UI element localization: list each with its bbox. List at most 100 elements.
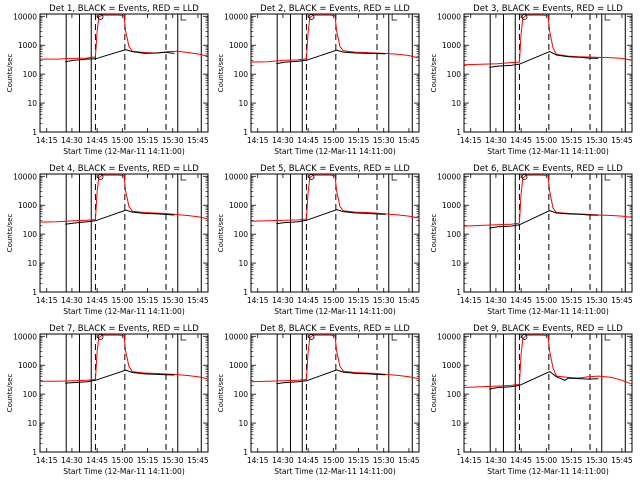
top-bracket-mark [180,174,187,181]
y-tick-label: 10000 [13,12,37,21]
chart-title: Det 7, BLACK = Events, RED = LLD [49,324,199,334]
x-tick-label: 15:45 [611,136,633,145]
events-series-line [65,49,175,63]
events-series-line [489,371,599,390]
x-tick-label: 14:30 [272,296,294,305]
x-tick-label: 15:45 [187,136,209,145]
x-tick-label: 14:30 [485,136,507,145]
x-tick-label: 15:45 [611,296,633,305]
plot-frame [250,13,420,133]
events-series-line [489,210,599,229]
x-tick-label: 14:45 [297,136,319,145]
y-tick-label: 1 [456,128,461,137]
y-tick-label: 1000 [229,41,248,50]
plot-frame [39,173,209,293]
peak-marker [308,334,315,340]
x-tick-label: 15:15 [561,296,583,305]
y-tick-label: 1000 [442,201,461,210]
lld-series-line [40,14,209,60]
y-tick-label: 1000 [18,41,37,50]
y-tick-label: 10 [451,419,461,428]
x-axis-label: Start Time (12-Mar-11 14:11:00) [487,307,609,316]
x-tick-label: 14:15 [247,136,269,145]
y-tick-label: 1 [32,448,37,457]
x-tick-label: 14:45 [86,456,108,465]
x-tick-label: 15:00 [536,296,558,305]
y-axis-label: Counts/sec [6,214,14,253]
top-bracket-mark [391,334,398,341]
y-tick-label: 10 [451,99,461,108]
x-axis-label: Start Time (12-Mar-11 14:11:00) [63,147,185,156]
x-tick-label: 14:30 [485,296,507,305]
y-tick-label: 1000 [18,361,37,370]
x-tick-label: 15:30 [162,136,184,145]
x-tick-label: 14:30 [61,136,83,145]
peak-marker [521,14,528,20]
x-tick-label: 15:30 [586,456,608,465]
events-series-line [276,209,386,225]
top-bracket-mark [180,334,187,341]
y-tick-label: 1000 [18,201,37,210]
x-tick-label: 15:30 [373,136,395,145]
plot-frame [39,333,209,453]
y-tick-label: 10 [27,99,37,108]
x-tick-label: 15:30 [586,136,608,145]
events-series-line [276,49,386,65]
y-tick-label: 10 [238,99,248,108]
peak-marker [97,334,104,340]
chart-title: Det 2, BLACK = Events, RED = LLD [260,4,410,14]
events-series-line [65,369,175,384]
lld-series-line [39,174,209,223]
x-tick-label: 15:30 [373,456,395,465]
y-tick-label: 100 [23,70,38,79]
x-axis-label: Start Time (12-Mar-11 14:11:00) [274,147,396,156]
x-tick-label: 15:00 [323,456,345,465]
chart-title: Det 5, BLACK = Events, RED = LLD [260,164,410,174]
lld-series-line [463,334,633,388]
plot-frame [463,13,633,133]
x-axis-label: Start Time (12-Mar-11 14:11:00) [487,467,609,476]
x-tick-label: 15:30 [162,456,184,465]
y-tick-label: 10 [238,419,248,428]
x-tick-label: 15:45 [398,456,420,465]
x-tick-label: 14:15 [460,456,482,465]
x-tick-label: 15:45 [398,296,420,305]
peak-marker [97,14,104,20]
y-tick-label: 1000 [442,41,461,50]
y-tick-label: 10 [27,259,37,268]
x-tick-label: 15:00 [112,136,134,145]
peak-marker [521,334,528,340]
top-bracket-mark [604,334,611,341]
y-tick-label: 10000 [224,172,248,181]
x-axis-label: Start Time (12-Mar-11 14:11:00) [274,307,396,316]
x-axis-label: Start Time (12-Mar-11 14:11:00) [274,467,396,476]
events-series-line [65,209,175,225]
x-tick-label: 14:15 [36,456,58,465]
y-tick-label: 1000 [229,361,248,370]
y-tick-label: 1000 [442,361,461,370]
x-tick-label: 15:15 [137,136,159,145]
y-axis-label: Counts/sec [217,54,225,93]
y-tick-label: 100 [23,230,38,239]
x-tick-label: 14:30 [485,456,507,465]
x-tick-label: 15:15 [348,296,370,305]
y-tick-label: 1000 [229,201,248,210]
chart-panel-7: Det 7, BLACK = Events, RED = LLD 14:15 14:… [6,324,209,476]
y-tick-label: 10000 [224,12,248,21]
x-tick-label: 15:45 [187,456,209,465]
events-series-line [489,51,599,68]
x-tick-label: 15:45 [398,136,420,145]
lld-series-line [250,174,420,222]
y-tick-label: 100 [447,70,462,79]
top-bracket-mark [391,14,398,21]
y-tick-label: 1 [456,288,461,297]
x-tick-label: 15:15 [137,456,159,465]
y-tick-label: 10000 [13,172,37,181]
y-axis-label: Counts/sec [430,214,438,253]
chart-panel-2: Det 2, BLACK = Events, RED = LLD 14:15 14:… [217,4,420,156]
x-tick-label: 14:15 [247,456,269,465]
y-tick-label: 1 [243,448,248,457]
